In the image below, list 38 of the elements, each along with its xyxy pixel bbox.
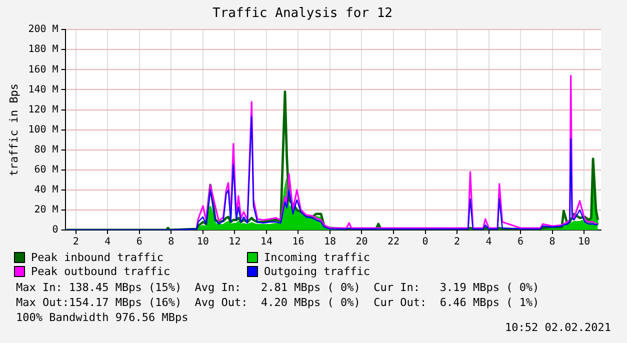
y-tick-label: 20 M [34,204,58,216]
text: Max In: 138.45 MBps (15%) Avg In: 2.81 MBps ( 0%) Cur In: 3.19 MBps ( 0%) [16,281,540,294]
x-tick-label: 14 [260,236,272,248]
text: Max Out:154.17 MBps (16%) Avg Out: 4.20 MBps ( 0%) Cur Out: 6.46 MBps ( 1%) [16,296,540,309]
y-tick-label: 0 [52,224,58,236]
x-tick-label: 8 [549,236,556,248]
y-tick-label: 120 M [28,104,58,116]
x-tick-label: 22 [387,236,400,248]
y-tick-label: 180 M [28,44,58,56]
x-tick-label: 4 [104,236,111,248]
chart-title: Traffic Analysis for 12 [212,6,393,22]
x-tick-label: 16 [292,236,304,248]
x-tick-label: 10 [196,236,209,248]
legend-label: Peak outbound traffic [30,265,172,278]
legend-label: Incoming traffic [263,251,371,264]
y-tick-label: 80 M [34,144,58,156]
y-tick-label: 60 M [34,164,58,176]
x-tick-label: 8 [168,236,174,248]
x-tick-label: 20 [356,236,368,248]
y-tick-label: 200 M [28,24,58,36]
x-tick-label: 0 [422,236,428,248]
x-tick-label: 2 [454,236,460,248]
y-axis-title: traffic in Bps [7,83,20,176]
y-tick-label: 100 M [28,124,58,136]
text: 100% Bandwidth 976.56 MBps [16,311,188,324]
x-tick-label: 2 [72,236,79,248]
y-tick-label: 40 M [34,184,58,196]
x-tick-label: 6 [136,236,142,248]
x-tick-label: 4 [486,236,492,248]
x-tick-label: 12 [228,236,241,248]
y-tick-label: 140 M [28,84,58,96]
legend-label: Outgoing traffic [263,265,371,278]
legend-label: Peak inbound traffic [30,251,164,264]
y-tick-label: 160 M [28,64,58,76]
x-tick-label: 18 [324,236,336,248]
text: 10:52 02.02.2021 [505,321,611,334]
x-tick-label: 10 [578,236,590,248]
x-tick-label: 6 [518,236,524,248]
